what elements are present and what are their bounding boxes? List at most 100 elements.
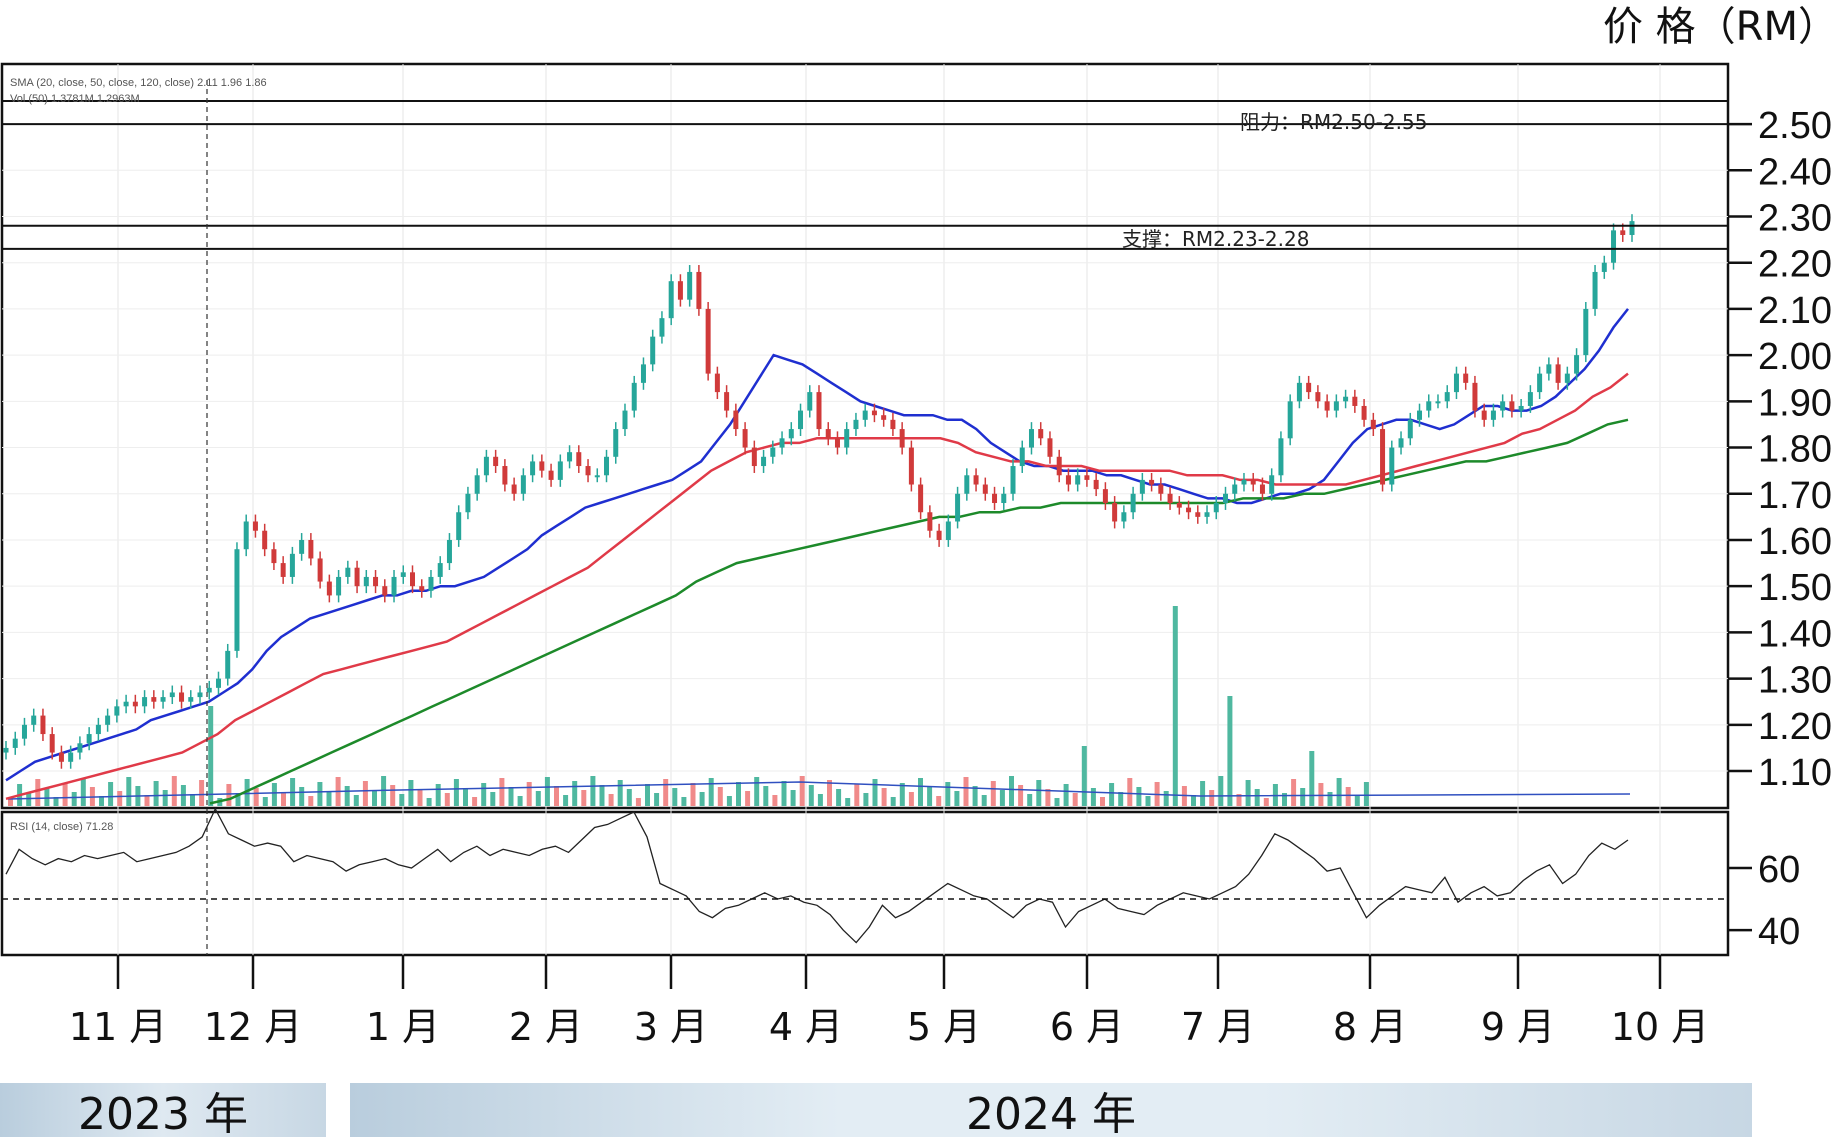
month-label: 9 月 bbox=[1481, 1005, 1555, 1049]
candle-body bbox=[1435, 401, 1441, 404]
candle-body bbox=[742, 429, 748, 448]
volume-bar bbox=[453, 779, 459, 806]
candle-body bbox=[428, 576, 434, 591]
candle-body bbox=[252, 521, 258, 531]
candle-body bbox=[1278, 438, 1284, 476]
candle-body bbox=[1019, 447, 1025, 467]
candle-body bbox=[1121, 512, 1127, 522]
volume-bar bbox=[827, 780, 832, 806]
candle-body bbox=[1232, 484, 1238, 494]
candle-body bbox=[40, 715, 46, 735]
price-tick-label: 2.20 bbox=[1758, 244, 1832, 286]
volume-bar bbox=[899, 783, 905, 806]
candle-body bbox=[326, 581, 332, 596]
candle-body bbox=[289, 553, 295, 577]
volume-bar bbox=[426, 798, 432, 806]
volume-bar bbox=[253, 788, 259, 806]
volume-bar bbox=[672, 788, 678, 806]
candle-body bbox=[1574, 355, 1580, 374]
candle-body bbox=[1380, 429, 1386, 485]
month-label: 7 月 bbox=[1181, 1005, 1255, 1049]
price-tick-label: 1.20 bbox=[1758, 706, 1832, 748]
volume-bar bbox=[699, 792, 705, 806]
candle-body bbox=[1028, 429, 1034, 448]
volume-bar bbox=[372, 790, 377, 806]
volume-bar bbox=[635, 798, 641, 806]
volume-bar bbox=[854, 784, 860, 806]
volume-bar bbox=[1145, 796, 1151, 806]
volume-bar bbox=[99, 796, 104, 806]
candle-body bbox=[834, 438, 840, 448]
rsi-legend: RSI (14, close) 71.28 bbox=[10, 821, 113, 833]
candlesticks bbox=[3, 214, 1635, 769]
candle-body bbox=[1223, 493, 1228, 504]
candle-body bbox=[1389, 447, 1395, 485]
volume-bar bbox=[1027, 794, 1033, 806]
volume-bar bbox=[153, 781, 159, 806]
volume-bar bbox=[408, 780, 414, 806]
candle-body bbox=[206, 687, 212, 693]
candle-body bbox=[844, 429, 850, 448]
volume-bar bbox=[1227, 696, 1233, 806]
volume-bar bbox=[1009, 776, 1014, 806]
candle-body bbox=[640, 364, 646, 383]
candle-body bbox=[1075, 475, 1081, 485]
volume-bar bbox=[1318, 783, 1324, 806]
volume-bar bbox=[1209, 790, 1215, 806]
candle-body bbox=[1537, 373, 1543, 393]
volume-bar bbox=[199, 780, 205, 806]
year-2024-label: 2024 年 bbox=[966, 1089, 1136, 1140]
candle-body bbox=[1546, 364, 1552, 374]
candle-body bbox=[1167, 493, 1173, 504]
candle-body bbox=[1158, 484, 1164, 494]
candle-body bbox=[179, 692, 185, 702]
price-unit-label: 价 格（RM） bbox=[1603, 4, 1838, 50]
candle-body bbox=[751, 447, 757, 467]
volume-bar bbox=[1109, 783, 1115, 806]
candle-body bbox=[1564, 373, 1570, 383]
candle-body bbox=[992, 493, 998, 504]
candle-body bbox=[548, 470, 554, 480]
candle-body bbox=[871, 410, 877, 416]
candle-body bbox=[650, 336, 656, 365]
volume-bar bbox=[508, 787, 514, 806]
price-tick-label: 2.50 bbox=[1758, 105, 1832, 147]
volume-bar bbox=[872, 779, 878, 806]
candle-body bbox=[95, 724, 101, 735]
price-tick-label: 1.50 bbox=[1758, 567, 1832, 609]
candle-body bbox=[1472, 382, 1478, 411]
year-2024-band: 2024 年 bbox=[350, 1083, 1752, 1140]
candle-body bbox=[391, 576, 397, 596]
volume-bar bbox=[544, 777, 550, 806]
candle-body bbox=[798, 410, 804, 430]
volume-bar bbox=[1336, 778, 1342, 806]
candle-body bbox=[1130, 493, 1136, 513]
volume-bar bbox=[1018, 785, 1024, 806]
volume-bar bbox=[663, 779, 669, 806]
price-tick-label: 1.90 bbox=[1758, 382, 1832, 424]
candle-body bbox=[1204, 512, 1210, 517]
candle-body bbox=[493, 456, 499, 467]
candle-body bbox=[945, 521, 951, 540]
candle-body bbox=[567, 452, 573, 462]
volume-bar bbox=[1191, 795, 1196, 806]
candle-body bbox=[215, 678, 221, 688]
volume-bar bbox=[772, 795, 778, 806]
candle-body bbox=[1490, 410, 1496, 420]
volume-bar bbox=[299, 787, 305, 806]
candle-body bbox=[1149, 479, 1155, 485]
candle-body bbox=[955, 493, 961, 522]
candle-body bbox=[1259, 484, 1265, 494]
price-tick-label: 2.10 bbox=[1758, 290, 1832, 332]
candle-body bbox=[410, 572, 415, 587]
candle-body bbox=[197, 692, 203, 698]
volume-bar bbox=[708, 778, 714, 806]
candle-body bbox=[419, 586, 425, 591]
indicator-legend: SMA (20, close, 50, close, 120, close) 2… bbox=[10, 77, 267, 89]
volume-bar bbox=[1127, 778, 1133, 806]
volume-bar bbox=[1245, 780, 1251, 806]
year-2023-band: 2023 年 bbox=[0, 1083, 326, 1140]
candle-body bbox=[363, 576, 369, 587]
volume-bar bbox=[881, 788, 887, 806]
